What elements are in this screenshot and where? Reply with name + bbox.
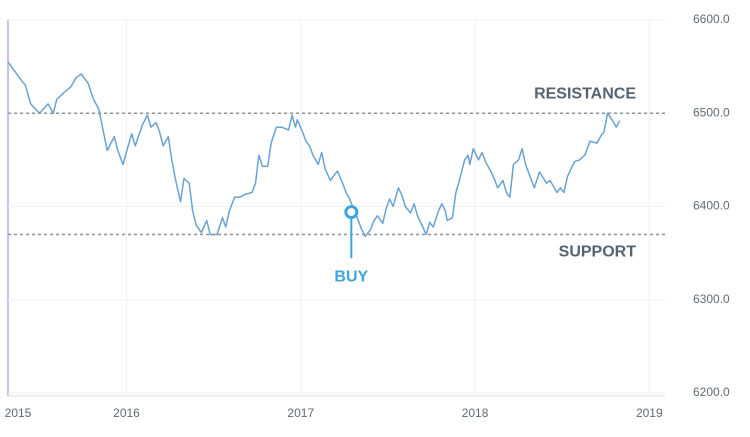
- y-tick-label: 6600.0: [693, 12, 730, 26]
- y-tick-label: 6400.0: [693, 199, 730, 213]
- x-tick-label: 2018: [462, 406, 489, 420]
- x-tick-label: 2017: [287, 406, 314, 420]
- price-line: [7, 61, 621, 238]
- buy-label: BUY: [334, 268, 368, 285]
- support-label: SUPPORT: [559, 244, 637, 261]
- x-tick-label: 2016: [113, 406, 140, 420]
- y-tick-label: 6300.0: [693, 292, 730, 306]
- resistance-label: RESISTANCE: [534, 85, 636, 102]
- x-tick-label: 2015: [5, 406, 32, 420]
- y-tick-label: 6200.0: [693, 385, 730, 399]
- y-tick-label: 6500.0: [693, 105, 730, 119]
- buy-marker: [344, 205, 359, 220]
- x-tick-label: 2019: [636, 406, 663, 420]
